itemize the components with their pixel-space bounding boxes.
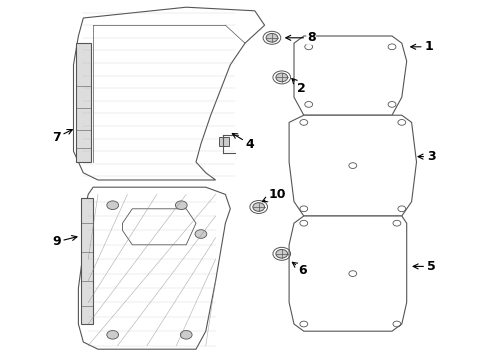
Text: 1: 1 <box>411 40 433 53</box>
Polygon shape <box>74 7 265 180</box>
Polygon shape <box>81 198 93 324</box>
Text: 7: 7 <box>52 130 73 144</box>
Polygon shape <box>122 209 196 245</box>
Polygon shape <box>289 115 416 216</box>
Circle shape <box>195 230 207 238</box>
Circle shape <box>107 201 119 210</box>
Text: 5: 5 <box>413 260 436 273</box>
Text: 10: 10 <box>262 188 286 202</box>
Polygon shape <box>78 187 230 349</box>
Text: 9: 9 <box>52 235 77 248</box>
Circle shape <box>175 201 187 210</box>
Polygon shape <box>294 36 407 115</box>
Circle shape <box>180 330 192 339</box>
Circle shape <box>253 203 265 211</box>
Text: 6: 6 <box>293 262 307 276</box>
Bar <box>219 137 229 146</box>
Text: 8: 8 <box>286 31 316 44</box>
Polygon shape <box>76 43 91 162</box>
Text: 4: 4 <box>232 134 254 150</box>
Circle shape <box>107 330 119 339</box>
Text: 3: 3 <box>418 150 436 163</box>
Circle shape <box>266 33 278 42</box>
Polygon shape <box>289 216 407 331</box>
Circle shape <box>276 73 288 82</box>
Circle shape <box>276 249 288 258</box>
Text: 2: 2 <box>292 78 306 95</box>
